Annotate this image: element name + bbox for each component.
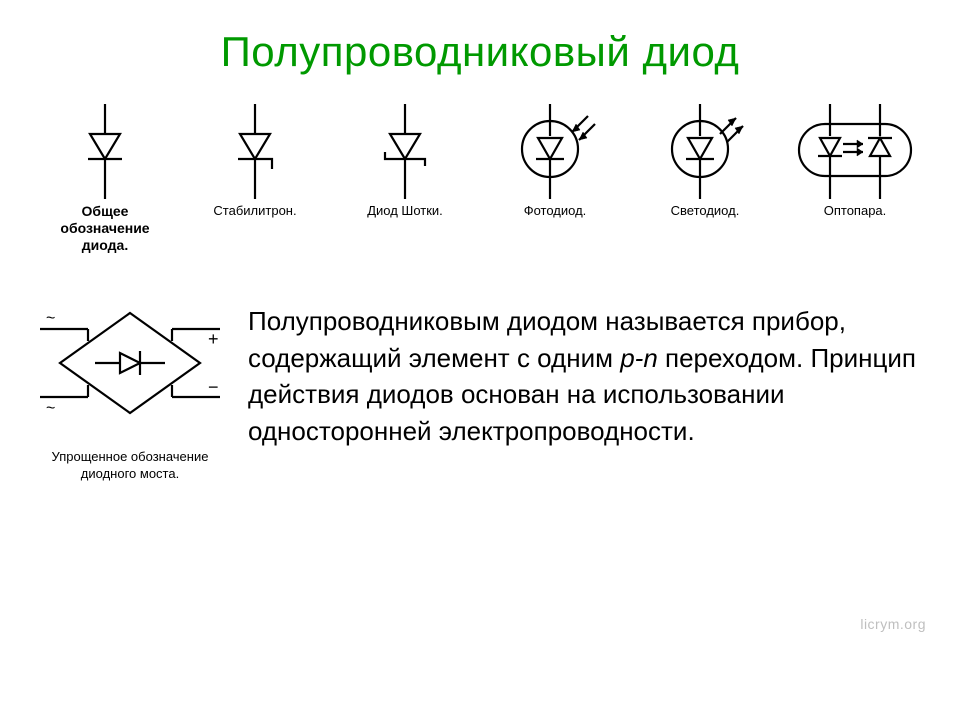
led-icon [660, 104, 750, 199]
photodiode-icon [510, 104, 600, 199]
bridge-symbol: ~ ~ + − Упрощенное обозначение диодного … [30, 293, 230, 482]
symbol-label: Стабилитрон. [180, 203, 330, 219]
watermark: licrym.org [860, 616, 926, 632]
bridge-label: Упрощенное обозначение диодного моста. [30, 449, 230, 482]
svg-text:~: ~ [46, 310, 55, 327]
symbol-optocoupler: Оптопара. [780, 104, 930, 219]
symbol-led: Светодиод. [630, 104, 780, 219]
symbol-zener: Стабилитрон. [180, 104, 330, 219]
bottom-row: ~ ~ + − Упрощенное обозначение диодного … [0, 293, 960, 482]
symbols-row: Общееобозначениедиода. Стабилитрон. [0, 104, 960, 253]
bridge-icon: ~ ~ + − [40, 293, 220, 443]
page: Полупроводниковый диод Общееобозначениед… [0, 0, 960, 720]
definition-pn: p-n [620, 343, 658, 373]
symbol-label: Диод Шотки. [330, 203, 480, 219]
definition-lead: Полупроводниковым диодом [248, 306, 598, 336]
symbol-label: Оптопара. [780, 203, 930, 219]
svg-text:+: + [208, 329, 219, 349]
diode-general-icon [70, 104, 140, 199]
symbol-photodiode: Фотодиод. [480, 104, 630, 219]
definition-text: Полупроводниковым диодом называется приб… [230, 293, 930, 482]
svg-text:−: − [208, 377, 219, 397]
symbol-label: Общееобозначениедиода. [30, 203, 180, 253]
symbol-schottky: Диод Шотки. [330, 104, 480, 219]
optocoupler-icon [785, 104, 925, 199]
zener-icon [220, 104, 290, 199]
symbol-label: Фотодиод. [480, 203, 630, 219]
schottky-icon [365, 104, 445, 199]
page-title: Полупроводниковый диод [0, 0, 960, 76]
symbol-diode-general: Общееобозначениедиода. [30, 104, 180, 253]
svg-text:~: ~ [46, 400, 55, 417]
symbol-label: Светодиод. [630, 203, 780, 219]
